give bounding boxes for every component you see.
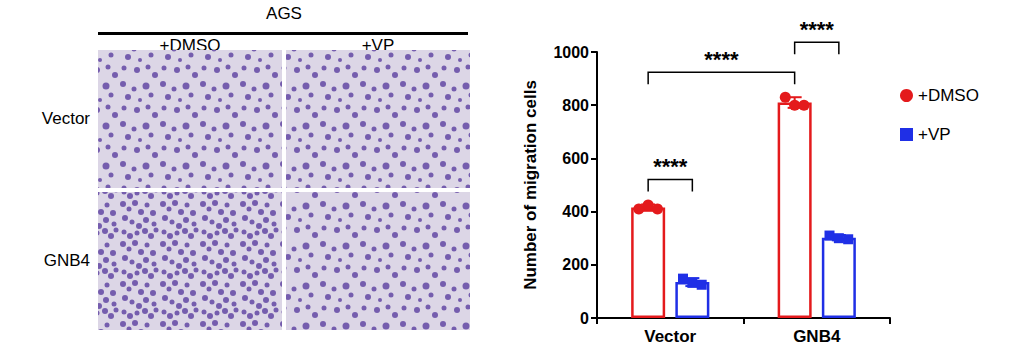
svg-text:200: 200 <box>562 256 589 273</box>
svg-text:+DMSO: +DMSO <box>918 86 979 105</box>
html-text:Vector: Vector <box>41 109 90 128</box>
html-text:+DMSO: +DMSO <box>159 36 221 55</box>
html-text:GNB4: GNB4 <box>43 251 90 270</box>
svg-text:GNB4: GNB4 <box>793 327 841 346</box>
svg-text:****: **** <box>653 154 688 179</box>
svg-text:0: 0 <box>580 310 589 327</box>
svg-text:400: 400 <box>562 203 589 220</box>
svg-text:****: **** <box>800 17 835 42</box>
svg-text:+VP: +VP <box>918 125 951 144</box>
svg-text:600: 600 <box>562 150 589 167</box>
html-text:AGS: AGS <box>266 4 302 23</box>
svg-text:****: **** <box>704 47 739 72</box>
svg-text:1000: 1000 <box>553 44 589 61</box>
svg-text:Number of migration cells: Number of migration cells <box>521 80 540 290</box>
svg-text:800: 800 <box>562 97 589 114</box>
svg-text:Vector: Vector <box>644 327 696 346</box>
html-text:+VP: +VP <box>361 36 395 55</box>
